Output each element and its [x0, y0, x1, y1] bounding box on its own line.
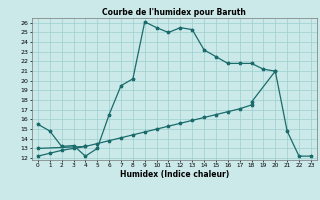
X-axis label: Humidex (Indice chaleur): Humidex (Indice chaleur) [120, 170, 229, 179]
Title: Courbe de l'humidex pour Baruth: Courbe de l'humidex pour Baruth [102, 8, 246, 17]
